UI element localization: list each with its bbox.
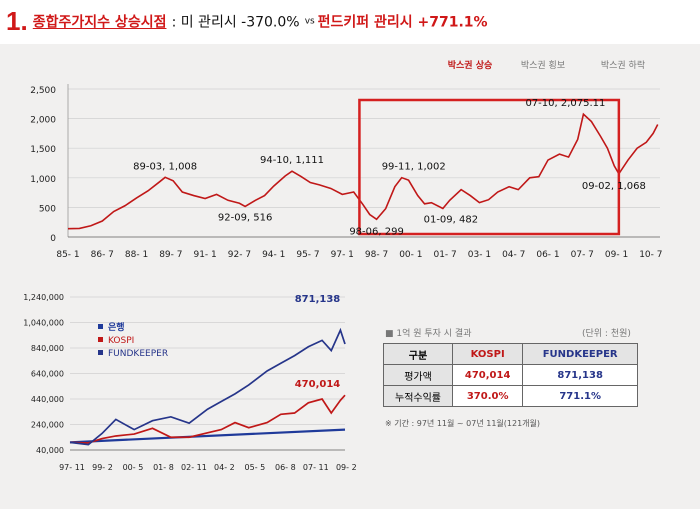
x-tick-label: 02- 11	[181, 463, 207, 472]
x-tick-label: 00- 1	[399, 250, 422, 260]
legend-marker	[98, 337, 103, 342]
x-tick-label: 88- 1	[125, 250, 148, 260]
data-label: 01-09, 482	[424, 214, 479, 225]
data-label: 98-06, 299	[349, 226, 404, 237]
data-label: 94-10, 1,111	[260, 155, 324, 166]
rising-period-box	[358, 98, 621, 236]
legend-marker	[98, 350, 103, 355]
x-tick-label: 05- 5	[245, 463, 266, 472]
results-row: 평가액 470,014 871,138	[383, 364, 638, 386]
x-tick-label: 97- 1	[331, 250, 354, 260]
y-tick-label: 640,000	[31, 370, 64, 379]
x-tick-label: 94- 1	[262, 250, 285, 260]
y-tick-label: 2,000	[30, 116, 56, 126]
y-tick-label: 2,500	[30, 86, 56, 96]
page-heading: 1. 종합주가지수 상승시점 : 미 관리시 -370.0% vs 펀드키퍼 관…	[6, 6, 488, 40]
data-label: 92-09, 516	[218, 212, 273, 223]
y-tick-label: 440,000	[31, 395, 64, 404]
x-tick-label: 86- 7	[91, 250, 114, 260]
y-tick-label: 40,000	[36, 446, 64, 455]
y-tick-label: 1,240,000	[23, 293, 64, 302]
data-label: 99-11, 1,002	[382, 162, 446, 173]
results-header-category: 구분	[383, 343, 453, 365]
x-tick-label: 97- 11	[59, 463, 85, 472]
y-tick-label: 1,500	[30, 145, 56, 155]
x-tick-label: 91- 1	[193, 250, 216, 260]
legend-item: 박스권 횡보	[521, 59, 565, 71]
x-tick-label: 99- 2	[92, 463, 113, 472]
results-table: 구분 KOSPI FUNDKEEPER 평가액 470,014 871,138 …	[383, 343, 638, 407]
x-tick-label: 09- 1	[605, 250, 628, 260]
results-row-label: 평가액	[383, 364, 453, 386]
fundkeeper-end-label: 871,138	[295, 294, 341, 305]
x-tick-label: 01- 8	[153, 463, 174, 472]
x-tick-label: 10- 7	[639, 250, 662, 260]
kospi-end-label: 470,014	[295, 379, 341, 390]
series-line-fundkeeper	[69, 327, 346, 446]
x-tick-label: 07- 11	[303, 463, 329, 472]
chart-panel: 박스권 상승 박스권 횡보 박스권 하락 0 500 1,000 1,500 2,000 2,5…	[0, 44, 700, 509]
data-label: 89-03, 1,008	[133, 161, 197, 172]
x-tick-label: 09- 2	[336, 463, 357, 472]
legend-marker	[98, 324, 103, 329]
x-tick-label: 04- 2	[214, 463, 235, 472]
x-tick-label: 04- 7	[502, 250, 525, 260]
heading-unmanaged: : 미 관리시 -370.0%	[171, 14, 300, 31]
x-tick-label: 07- 7	[571, 250, 594, 260]
series-line-bank	[69, 428, 346, 444]
legend-item: 은행	[108, 321, 125, 333]
results-header-fundkeeper: FUNDKEEPER	[522, 343, 638, 365]
y-tick-label: 1,000	[30, 175, 56, 185]
x-tick-label: 89- 7	[159, 250, 182, 260]
results-row-kospi: 370.0%	[451, 385, 524, 407]
x-tick-label: 06- 8	[275, 463, 296, 472]
y-tick-label: 1,040,000	[23, 319, 64, 328]
kospi-index-line	[67, 112, 659, 230]
legend-item: 박스권 하락	[601, 59, 645, 71]
heading-number: 1.	[6, 6, 28, 36]
x-tick-label: 92- 7	[228, 250, 251, 260]
y-tick-label: 500	[39, 204, 56, 214]
results-title: ■ 1억 원 투자 시 결과	[385, 329, 472, 339]
y-tick-label: 0	[50, 234, 56, 244]
legend-item: KOSPI	[108, 336, 134, 346]
data-label: 07-10, 2,075.11	[525, 98, 605, 109]
x-tick-label: 06- 1	[536, 250, 559, 260]
heading-vs: vs	[304, 16, 318, 27]
legend-item: 박스권 상승	[448, 59, 493, 71]
x-tick-label: 98- 7	[365, 250, 388, 260]
fundkeeper-comparison-chart: 40,000 240,000 440,000 640,000 840,000 1,040,…	[23, 293, 357, 472]
x-tick-label: 01- 7	[433, 250, 456, 260]
legend-item: FUNDKEEPER	[108, 349, 168, 359]
data-label: 09-02, 1,068	[582, 181, 646, 192]
results-row: 누적수익률 370.0% 771.1%	[383, 385, 638, 407]
results-row-label: 누적수익률	[383, 385, 453, 407]
results-row-kospi: 470,014	[451, 364, 524, 386]
results-note: ※ 기간 : 97년 11월 ~ 07년 11월(121개월)	[385, 419, 541, 428]
results-header-row: 구분 KOSPI FUNDKEEPER	[383, 343, 638, 365]
kospi-index-chart: 박스권 상승 박스권 횡보 박스권 하락 0 500 1,000 1,500 2,000 2,5…	[30, 59, 662, 260]
heading-title: 종합주가지수 상승시점	[32, 14, 167, 31]
x-tick-label: 85- 1	[56, 250, 79, 260]
x-tick-label: 95- 7	[296, 250, 319, 260]
x-tick-label: 00- 5	[123, 463, 144, 472]
results-row-fundkeeper: 771.1%	[522, 385, 638, 407]
y-tick-label: 240,000	[31, 421, 64, 430]
series-line-kospi	[69, 394, 346, 444]
heading-managed: 펀드키퍼 관리시 +771.1%	[317, 14, 488, 31]
x-tick-label: 03- 1	[468, 250, 491, 260]
results-row-fundkeeper: 871,138	[522, 364, 638, 386]
results-unit: (단위 : 천원)	[582, 329, 631, 339]
results-header-kospi: KOSPI	[451, 343, 524, 365]
y-tick-label: 840,000	[31, 344, 64, 353]
